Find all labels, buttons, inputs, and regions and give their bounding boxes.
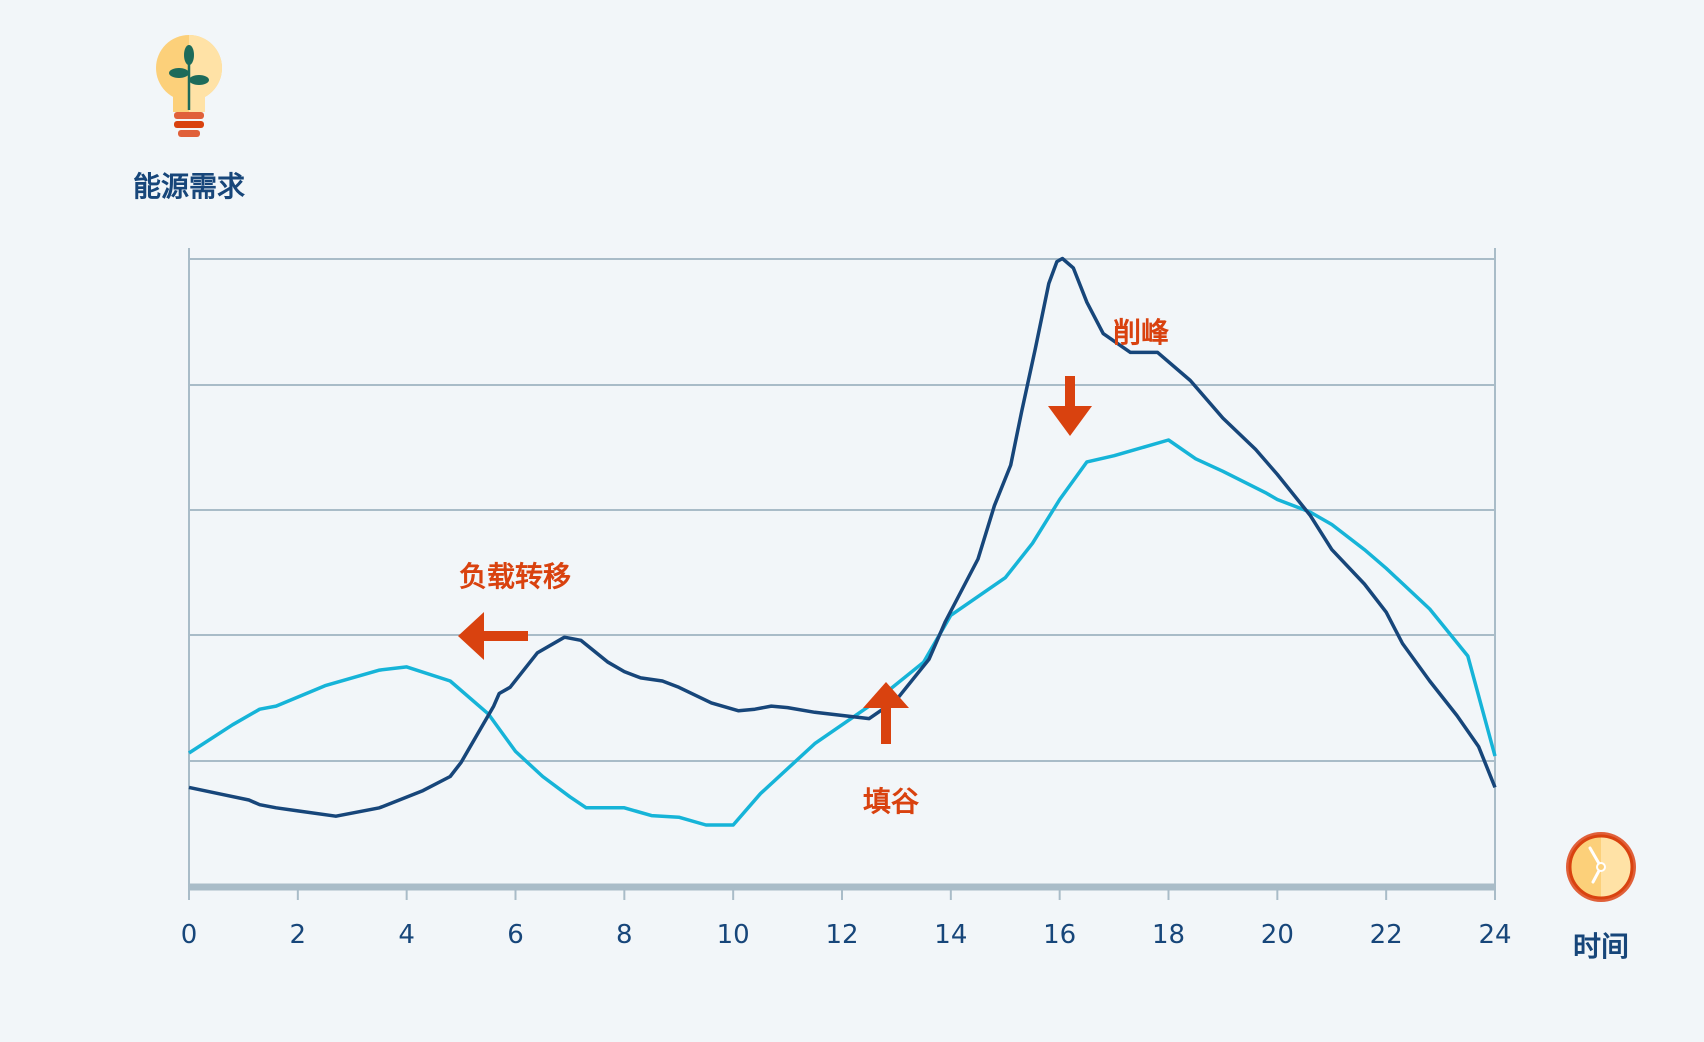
x-tick-label-10: 10: [717, 920, 750, 950]
x-tick-label-0: 0: [181, 920, 198, 950]
annotation-valley-fill: 填谷: [863, 682, 920, 818]
arrow-down-icon: [1048, 376, 1092, 436]
x-tick-label-4: 4: [398, 920, 415, 950]
x-tick-label-8: 8: [616, 920, 633, 950]
gridlines: [189, 258, 1495, 762]
x-axis-label: 时间: [1573, 930, 1629, 963]
x-tick-label-6: 6: [507, 920, 524, 950]
annotation-valley-fill-label: 填谷: [863, 785, 920, 818]
arrow-left-icon: [458, 612, 528, 660]
y-axis-label: 能源需求: [133, 170, 245, 203]
annotation-peak-shave-label: 削峰: [1113, 316, 1169, 349]
x-axis-ticks: 0 2 4 6 8 10 12 14 16 18 20 22 24: [181, 887, 1512, 950]
x-tick-label-2: 2: [290, 920, 307, 950]
x-tick-label-22: 22: [1370, 920, 1403, 950]
x-tick-label-16: 16: [1043, 920, 1076, 950]
series-shifted-demand: [188, 438, 1497, 827]
x-tick-label-24: 24: [1478, 920, 1511, 950]
annotation-peak-shave: 削峰: [1048, 316, 1169, 436]
x-tick-label-14: 14: [934, 920, 967, 950]
clock-icon: [1566, 832, 1636, 902]
x-tick-label-18: 18: [1152, 920, 1185, 950]
series-original-demand: [188, 256, 1497, 818]
x-tick-label-20: 20: [1261, 920, 1294, 950]
annotation-load-shift-label: 负载转移: [459, 560, 571, 593]
lightbulb-icon: [156, 35, 222, 137]
annotation-load-shift: 负载转移: [458, 560, 571, 660]
x-tick-label-12: 12: [825, 920, 858, 950]
arrow-up-icon: [863, 682, 909, 744]
